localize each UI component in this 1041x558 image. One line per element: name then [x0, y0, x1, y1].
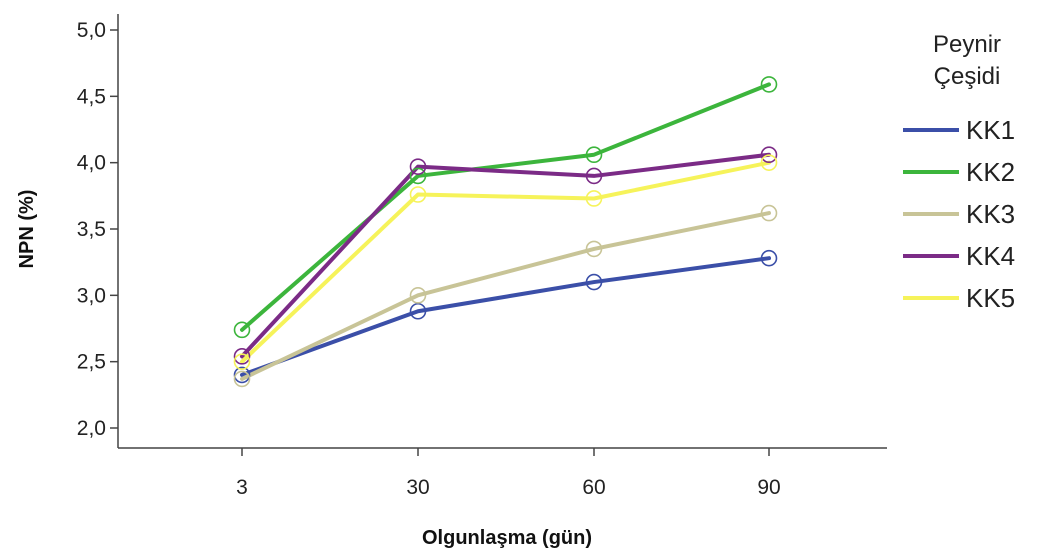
- y-axis-title: NPN (%): [16, 190, 38, 269]
- legend-title-line-1: Peynir: [933, 31, 1001, 58]
- legend-items: KK1 KK2 KK3 KK4 KK5: [903, 115, 1015, 313]
- y-ticks: 2,0 2,5 3,0 3,5 4,0 4,5 5,0: [77, 19, 118, 440]
- data-point-kk5: [760, 154, 778, 171]
- series-line-kk4: [240, 152, 771, 359]
- data-point-kk1: [585, 273, 603, 291]
- y-tick-label: 4,5: [77, 85, 106, 108]
- legend-label-kk2: KK2: [966, 157, 1015, 187]
- series-line-kk3: [240, 211, 771, 381]
- data-point-kk3: [233, 370, 251, 388]
- y-tick-label: 2,5: [77, 351, 106, 374]
- series-line-kk1: [240, 256, 771, 377]
- data-point-kk4: [409, 158, 427, 175]
- y-tick-label: 3,5: [77, 218, 106, 241]
- legend-label-kk3: KK3: [966, 199, 1015, 229]
- legend-label-kk4: KK4: [966, 241, 1015, 271]
- data-point-kk5: [409, 186, 427, 203]
- series-lines: [240, 82, 771, 381]
- y-tick-label: 5,0: [77, 19, 106, 42]
- y-tick-label: 4,0: [77, 152, 106, 175]
- x-axis-title: Olgunlaşma (gün): [422, 527, 592, 549]
- data-point-kk5: [233, 353, 251, 370]
- data-point-kk5: [585, 190, 603, 207]
- x-ticks: 3 30 60 90: [236, 448, 781, 499]
- axes: [117, 14, 887, 449]
- data-point-kk4: [233, 348, 251, 365]
- data-point-kk4: [585, 167, 603, 185]
- data-point-kk1: [409, 302, 427, 320]
- data-point-kk2: [409, 167, 427, 185]
- data-point-kk3: [585, 240, 603, 258]
- x-tick-label: 3: [236, 476, 248, 499]
- data-point-kk2: [760, 76, 778, 93]
- legend-label-kk5: KK5: [966, 283, 1015, 313]
- data-point-kk2: [585, 146, 603, 164]
- legend: Peynir Çeşidi KK1 KK2 KK3 KK4 KK5: [903, 31, 1015, 313]
- data-point-kk3: [760, 204, 778, 222]
- series-markers: [233, 76, 778, 388]
- data-point-kk2: [233, 321, 251, 339]
- data-point-kk3: [409, 287, 427, 304]
- data-point-kk4: [760, 146, 778, 164]
- y-tick-label: 3,0: [77, 284, 106, 307]
- series-line-kk2: [240, 82, 771, 332]
- x-tick-label: 30: [406, 476, 429, 499]
- x-tick-label: 90: [757, 476, 780, 499]
- y-tick-label: 2,0: [77, 417, 106, 440]
- x-tick-label: 60: [582, 476, 605, 499]
- data-point-kk1: [760, 249, 778, 267]
- legend-title-line-2: Çeşidi: [934, 63, 1001, 90]
- legend-label-kk1: KK1: [966, 115, 1015, 145]
- series-line-kk5: [240, 160, 771, 364]
- data-point-kk1: [233, 366, 251, 384]
